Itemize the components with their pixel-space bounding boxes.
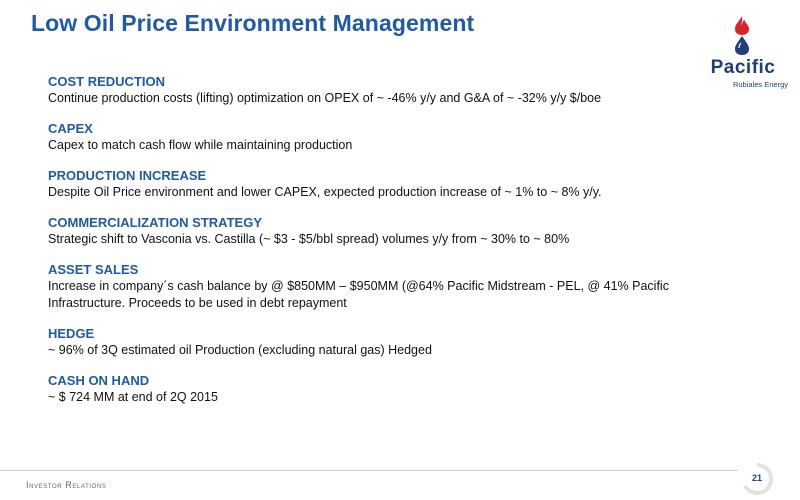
section-text: Despite Oil Price environment and lower … — [48, 185, 602, 199]
section-text: Strategic shift to Vasconia vs. Castilla… — [48, 232, 570, 246]
section-cost-reduction: COST REDUCTION Continue production costs… — [48, 73, 738, 107]
section-heading: PRODUCTION INCREASE — [48, 168, 207, 183]
slide-title: Low Oil Price Environment Management — [31, 10, 475, 36]
section-heading: HEDGE — [48, 326, 95, 341]
section-production-increase: PRODUCTION INCREASE Despite Oil Price en… — [48, 167, 738, 201]
footer-divider — [0, 470, 738, 471]
section-text: ~ 96% of 3Q estimated oil Production (ex… — [48, 343, 432, 357]
section-heading: CAPEX — [48, 121, 93, 136]
section-heading: ASSET SALES — [48, 262, 139, 277]
flame-drop-icon — [735, 16, 749, 55]
section-asset-sales: ASSET SALES Increase in company´s cash b… — [48, 261, 738, 312]
section-text: ~ $ 724 MM at end of 2Q 2015 — [48, 390, 218, 404]
company-logo: Pacific Rubiales Energy — [692, 14, 792, 92]
section-commercialization-strategy: COMMERCIALIZATION STRATEGY Strategic shi… — [48, 214, 738, 248]
section-heading: CASH ON HAND — [48, 373, 150, 388]
section-text: Continue production costs (lifting) opti… — [48, 91, 602, 105]
section-text: Capex to match cash flow while maintaini… — [48, 138, 353, 152]
section-text: Increase in company´s cash balance by @ … — [48, 279, 669, 310]
page-number: 21 — [751, 473, 762, 483]
section-cash-on-hand: CASH ON HAND ~ $ 724 MM at end of 2Q 201… — [48, 372, 738, 406]
section-hedge: HEDGE ~ 96% of 3Q estimated oil Producti… — [48, 325, 738, 359]
logo-subtitle: Rubiales Energy — [732, 80, 788, 89]
section-heading: COMMERCIALIZATION STRATEGY — [48, 215, 263, 230]
content-list: COST REDUCTION Continue production costs… — [48, 73, 738, 419]
section-heading: COST REDUCTION — [48, 74, 165, 89]
page-badge-icon — [743, 462, 774, 495]
section-capex: CAPEX Capex to match cash flow while mai… — [48, 120, 738, 154]
footer-label: Investor Relations — [26, 480, 107, 490]
logo-wordmark: Pacific — [710, 57, 776, 78]
